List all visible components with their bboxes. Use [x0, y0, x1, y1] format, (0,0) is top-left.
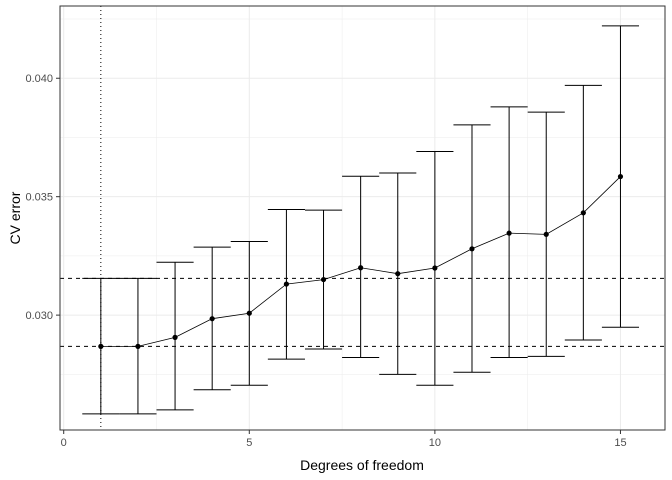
data-point [135, 343, 141, 349]
x-axis: 0 5 10 15 [61, 430, 627, 449]
x-axis-title: Degrees of freedom [300, 457, 424, 473]
data-point [209, 316, 215, 322]
x-tick-label: 10 [429, 437, 441, 449]
data-point [246, 310, 252, 316]
data-point [320, 276, 327, 283]
data-point [469, 246, 475, 252]
x-tick-label: 5 [246, 437, 252, 449]
x-tick-label: 15 [614, 437, 626, 449]
data-point [617, 173, 624, 180]
data-point [283, 281, 290, 287]
panel-border [59, 5, 666, 431]
y-tick-label: 0.035 [25, 192, 53, 204]
data-point [172, 334, 178, 340]
y-axis: 0.030 0.035 0.040 [25, 73, 60, 322]
data-point [98, 343, 104, 349]
y-tick-label: 0.040 [25, 73, 53, 85]
data-point [395, 271, 401, 277]
data-point [580, 210, 586, 216]
y-axis-title: CV error [7, 191, 23, 244]
data-point [432, 265, 438, 271]
panel-background [60, 6, 665, 430]
x-tick-label: 0 [61, 437, 67, 449]
data-point [358, 265, 364, 271]
data-point [543, 231, 549, 237]
y-tick-label: 0.030 [25, 310, 53, 322]
reference-lines [60, 6, 665, 430]
data-points [98, 173, 624, 349]
data-point [506, 230, 512, 236]
